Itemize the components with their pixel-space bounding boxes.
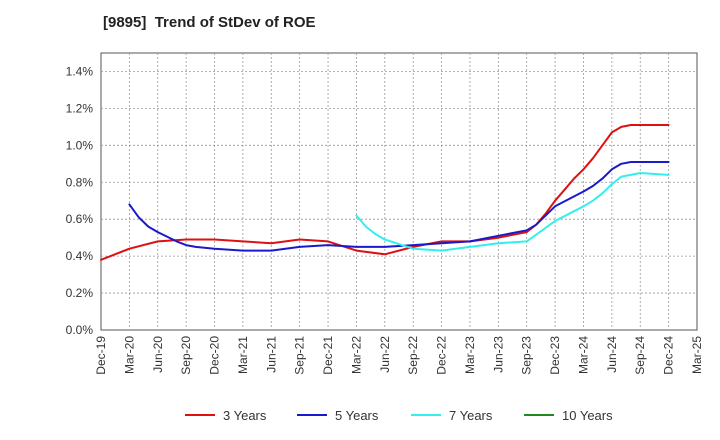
x-tick-label: Sep-22 xyxy=(406,336,420,375)
y-tick-label: 0.0% xyxy=(66,323,94,337)
x-tick-label: Sep-21 xyxy=(293,336,307,375)
x-tick-label: Sep-24 xyxy=(633,336,647,375)
y-tick-label: 1.2% xyxy=(66,101,94,115)
x-tick-label: Jun-20 xyxy=(151,336,165,373)
x-tick-label: Dec-23 xyxy=(548,336,562,375)
x-tick-label: Jun-24 xyxy=(605,336,619,373)
series-line-5-years xyxy=(128,161,670,252)
x-tick-label: Sep-23 xyxy=(520,336,534,375)
legend-label: 5 Years xyxy=(335,408,379,423)
series-line-3-years xyxy=(100,124,670,261)
x-tick-label: Dec-24 xyxy=(662,336,676,375)
y-tick-label: 0.8% xyxy=(66,175,94,189)
x-tick-label: Dec-22 xyxy=(435,336,449,375)
x-tick-label: Mar-21 xyxy=(236,336,250,374)
legend: 3 Years 5 Years 7 Years 10 Years xyxy=(185,408,613,423)
x-tick-label: Mar-23 xyxy=(463,336,477,374)
legend-label: 3 Years xyxy=(223,408,267,423)
grid-layer xyxy=(100,52,698,331)
series-layer xyxy=(100,124,670,261)
chart-title: [9895] Trend of StDev of ROE xyxy=(103,14,316,31)
x-tick-label: Jun-21 xyxy=(264,336,278,373)
series-line-7-years xyxy=(355,172,670,252)
plot-area xyxy=(100,52,698,331)
x-tick-label: Mar-20 xyxy=(122,336,136,374)
axis-layer: 0.0% 0.2% 0.4% 0.6% 0.8% 1.0% 1.2% 1.4% Dec-19 Ma… xyxy=(66,64,704,374)
x-tick-label: Dec-19 xyxy=(94,336,108,375)
y-tick-label: 0.2% xyxy=(66,286,94,300)
y-tick-label: 1.4% xyxy=(66,64,94,78)
x-tick-label: Dec-21 xyxy=(321,336,335,375)
legend-label: 10 Years xyxy=(562,408,613,423)
y-tick-label: 1.0% xyxy=(66,138,94,152)
x-tick-label: Jun-23 xyxy=(491,336,505,373)
y-tick-label: 0.4% xyxy=(66,249,94,263)
legend-label: 7 Years xyxy=(449,408,493,423)
x-tick-label: Dec-20 xyxy=(208,336,222,375)
y-tick-label: 0.6% xyxy=(66,212,94,226)
x-tick-label: Mar-25 xyxy=(690,336,704,374)
x-tick-label: Mar-24 xyxy=(576,336,590,374)
x-tick-label: Jun-22 xyxy=(378,336,392,373)
x-tick-label: Sep-20 xyxy=(179,336,193,375)
x-tick-label: Mar-22 xyxy=(349,336,363,374)
